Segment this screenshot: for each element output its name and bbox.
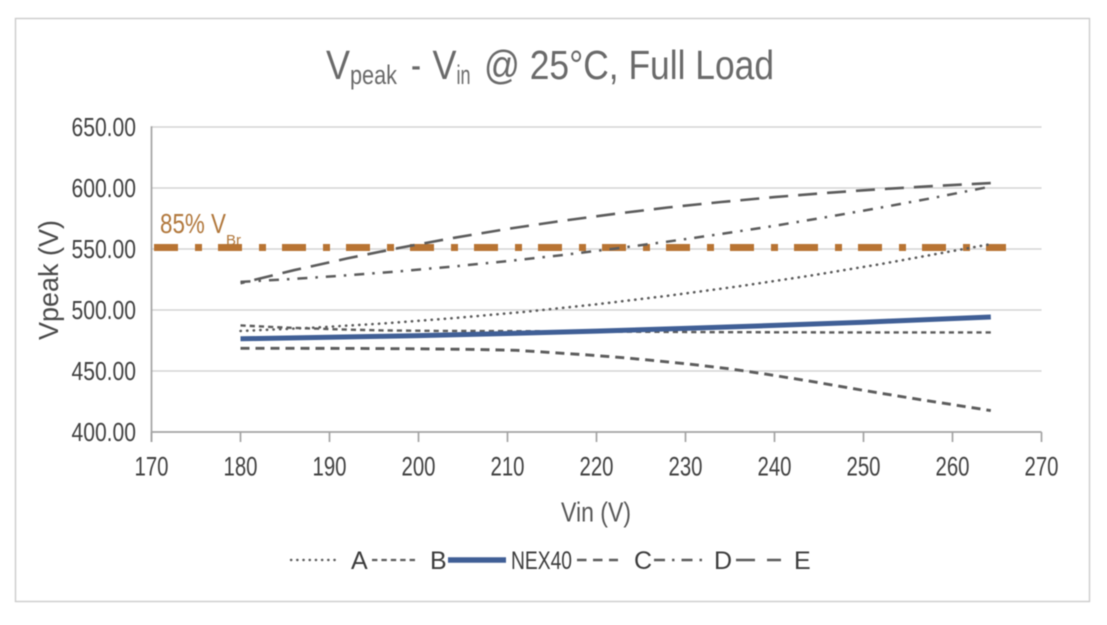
svg-text:600.00: 600.00 — [72, 173, 137, 203]
svg-text:190: 190 — [313, 452, 347, 482]
svg-text:210: 210 — [491, 452, 525, 482]
svg-text:85% V: 85% V — [160, 208, 226, 239]
svg-text:E: E — [794, 547, 811, 575]
svg-text:270: 270 — [1025, 452, 1059, 482]
svg-text:260: 260 — [936, 452, 970, 482]
svg-text:400.00: 400.00 — [72, 417, 137, 447]
svg-text:170: 170 — [135, 452, 169, 482]
svg-text:Br: Br — [226, 232, 241, 249]
svg-text:250: 250 — [847, 452, 881, 482]
svg-text:Vpeak-Vin@ 25°C, Full Load: Vpeak - Vin @ 25°C, Full Load — [326, 42, 774, 90]
svg-text:NEX40: NEX40 — [511, 547, 572, 575]
svg-text:650.00: 650.00 — [72, 112, 137, 142]
svg-text:B: B — [430, 547, 447, 575]
svg-text:500.00: 500.00 — [72, 295, 137, 325]
svg-text:Vin (V): Vin (V) — [561, 497, 631, 528]
svg-text:230: 230 — [669, 452, 703, 482]
svg-text:D: D — [714, 547, 732, 575]
svg-text:A: A — [351, 547, 368, 575]
svg-text:200: 200 — [402, 452, 436, 482]
svg-text:C: C — [634, 547, 652, 575]
svg-text:Vpeak (V): Vpeak (V) — [33, 220, 64, 340]
svg-text:180: 180 — [224, 452, 258, 482]
svg-text:550.00: 550.00 — [72, 234, 137, 264]
svg-text:450.00: 450.00 — [72, 356, 137, 386]
svg-text:220: 220 — [580, 452, 614, 482]
svg-text:240: 240 — [758, 452, 792, 482]
